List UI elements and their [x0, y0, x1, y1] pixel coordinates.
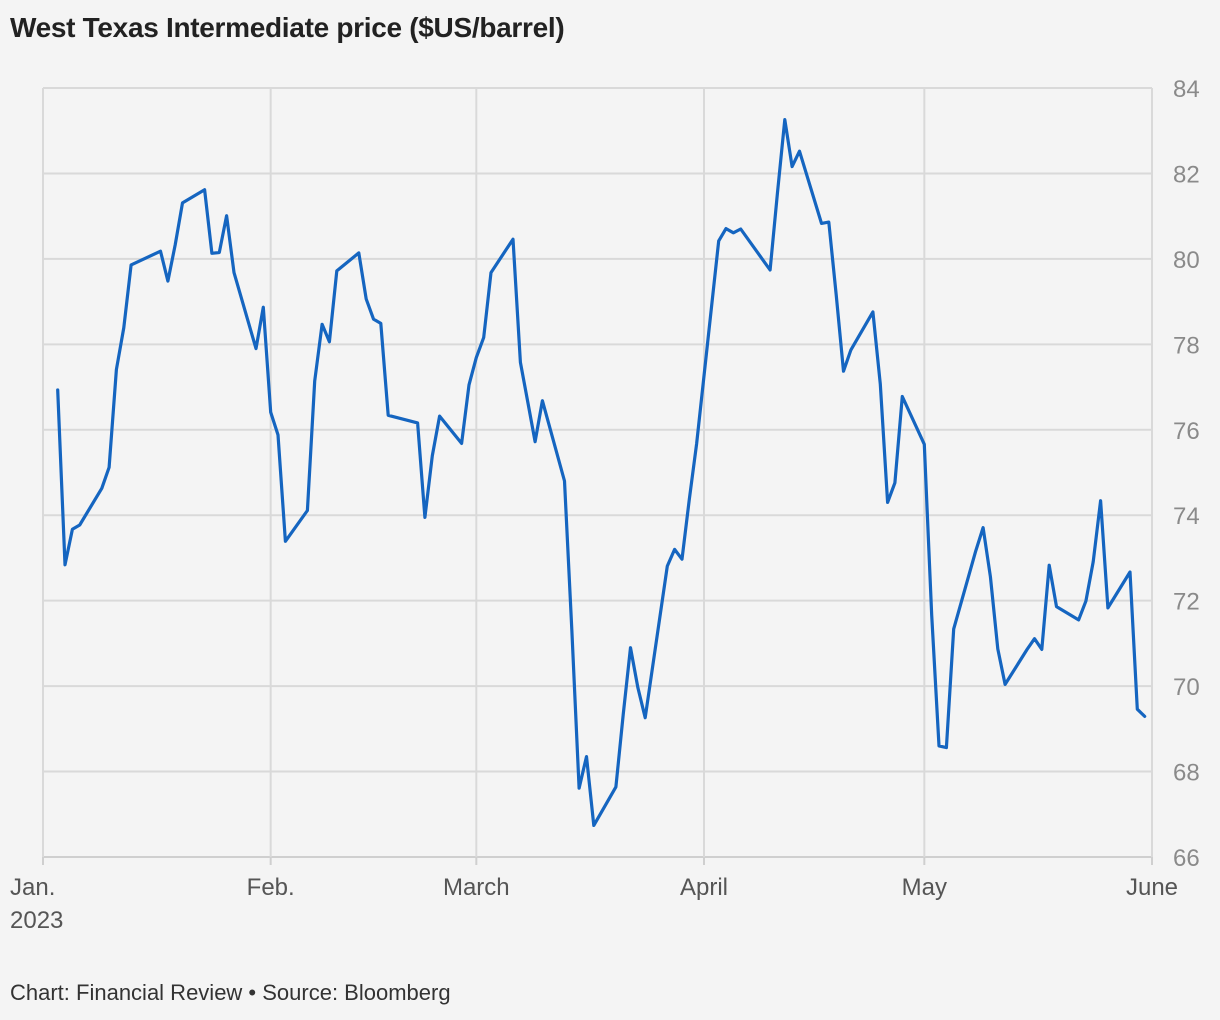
price-line	[56, 117, 1147, 828]
chart-title: West Texas Intermediate price ($US/barre…	[10, 12, 565, 43]
x-tick-label: May	[902, 874, 947, 901]
y-tick-label: 66	[1173, 845, 1200, 872]
y-tick-label: 74	[1173, 503, 1200, 530]
y-tick-label: 76	[1173, 418, 1200, 445]
x-tick-label: Jan.	[10, 874, 55, 901]
x-tick-label: April	[680, 874, 728, 901]
x-tick-sublabel: 2023	[10, 907, 63, 934]
x-tick-label: March	[443, 874, 510, 901]
y-tick-label: 84	[1173, 76, 1200, 103]
y-tick-label: 72	[1173, 589, 1200, 616]
line-chart: Jan. 2023 Feb. March April May June 66 68 70 72 74…	[10, 76, 1200, 934]
x-axis: Jan. 2023 Feb. March April May June	[10, 857, 1178, 934]
series-layer	[56, 117, 1147, 828]
y-tick-label: 78	[1173, 332, 1200, 359]
y-tick-label: 70	[1173, 674, 1200, 701]
x-tick-label: Feb.	[247, 874, 295, 901]
x-tick-label: June	[1126, 874, 1178, 901]
y-axis: 66 68 70 72 74 76 78 80 82 84	[1173, 76, 1200, 872]
y-tick-label: 80	[1173, 247, 1200, 274]
y-tick-label: 68	[1173, 760, 1200, 787]
y-tick-label: 82	[1173, 161, 1200, 188]
grid-lines	[42, 87, 1153, 858]
chart-footer: Chart: Financial Review • Source: Bloomb…	[10, 980, 451, 1005]
